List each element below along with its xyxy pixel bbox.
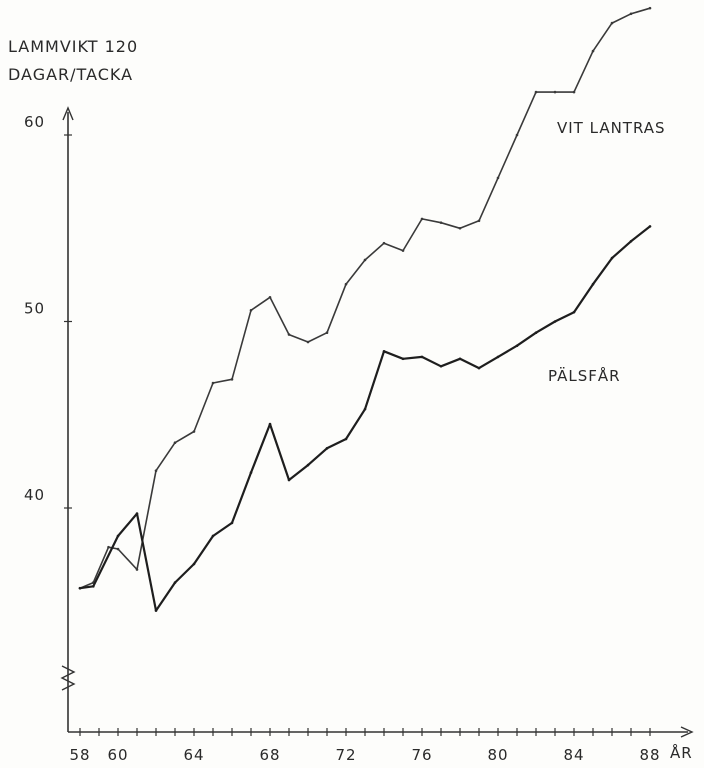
y-axis-label-line-1: LAMMVIKT 120 [8,37,138,56]
x-tick-label: 80 [487,746,508,764]
x-tick-label: 60 [107,746,128,764]
data-point [344,437,348,441]
data-point [401,249,405,252]
data-point [116,547,120,551]
data-point [344,282,348,286]
axis-ticks: 58 60 64 68 72 76 80 84 88 40 50 60 [24,113,660,764]
data-point [553,90,557,94]
data-point [591,282,595,286]
x-axis-label: ÅR [670,743,693,762]
data-point [230,521,234,525]
y-tick-label: 50 [24,300,45,318]
x-tick-label: 72 [335,746,356,764]
x-tick-label: 88 [639,746,660,764]
data-point [268,422,272,426]
data-point [211,381,215,385]
data-point [439,221,443,224]
data-point [420,355,424,359]
x-axis-arrow [680,726,694,738]
data-point [363,258,367,262]
data-point [135,568,139,571]
data-point [382,241,386,245]
y-axis-label-line-2: DAGAR/TACKA [8,65,133,84]
data-point [92,585,95,588]
data-point [572,90,576,94]
data-point [268,295,272,299]
data-point [477,219,481,223]
data-point [515,133,519,137]
data-point [382,350,386,353]
data-point [458,226,462,230]
data-point [629,12,633,16]
data-point [401,357,405,361]
data-point [173,441,177,445]
data-point [154,609,158,612]
data-point [287,333,291,336]
x-tick-label: 84 [563,746,584,764]
series-lines [78,6,652,612]
data-point [192,430,196,433]
data-point [515,344,519,348]
data-point [363,407,367,411]
data-point [610,256,614,260]
data-point [572,310,576,314]
series-line-vit-lantras [79,7,651,590]
x-tick-label: 68 [259,746,280,764]
data-point [78,586,82,590]
y-tick-label: 60 [24,113,45,131]
data-point [496,355,500,359]
data-point [648,6,652,10]
y-tick-label: 40 [24,486,45,504]
data-point [553,320,557,323]
y-axis-arrow [62,106,74,121]
axis-break [60,665,76,691]
data-point [325,331,329,334]
data-point [610,21,614,25]
data-point [458,357,462,361]
data-point [496,176,500,180]
data-point [629,240,633,243]
data-point [154,469,158,473]
data-point [135,512,139,515]
data-point [439,364,443,368]
data-point [107,545,110,549]
data-point [249,471,253,474]
data-point [287,478,291,482]
data-point [591,49,595,53]
data-point [173,581,177,584]
data-point [249,309,253,312]
series-label-palsfar: PÄLSFÅR [548,366,621,385]
data-point [534,331,538,334]
data-point [306,463,310,467]
series-line-palsfar [78,225,652,612]
data-point [211,534,215,538]
data-point [648,225,652,228]
x-tick-label: 76 [411,746,432,764]
x-tick-label: 64 [183,746,204,764]
data-point [325,447,329,450]
data-point [230,378,234,381]
x-tick-label: 58 [69,746,90,764]
data-point [306,340,310,344]
axes [60,106,694,738]
series-label-vit-lantras: VIT LANTRAS [557,119,666,137]
data-point [116,534,120,538]
data-point [420,217,424,221]
data-point [534,90,538,94]
data-point [192,562,196,566]
data-point [477,366,481,370]
